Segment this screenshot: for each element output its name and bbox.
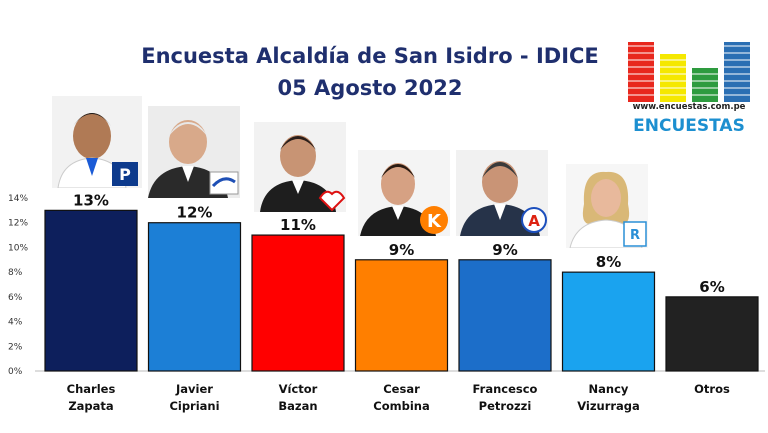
data-label: 6% — [699, 278, 724, 296]
logo-bar — [628, 42, 654, 102]
candidate-photo-bazan — [254, 122, 346, 212]
y-tick-label: 12% — [8, 219, 28, 229]
category-label: Cesar — [383, 382, 420, 396]
bar — [354, 259, 449, 372]
candidate-photo-vizurraga: R — [566, 164, 648, 248]
bar — [251, 234, 345, 372]
candidate-photo-cipriani — [148, 106, 240, 198]
y-tick-label: 6% — [8, 293, 23, 303]
bar — [665, 296, 759, 372]
party-logo-fuerza: K — [427, 211, 442, 232]
bar — [561, 271, 656, 372]
bar — [44, 209, 138, 372]
logo-url: www.encuestas.com.pe — [633, 102, 746, 112]
party-logo-accion: A — [528, 212, 540, 230]
category-label: Combina — [373, 399, 429, 413]
y-tick-label: 2% — [8, 342, 23, 352]
data-label: 11% — [280, 216, 316, 234]
category-label: Zapata — [68, 399, 113, 413]
category-label: Charles — [67, 382, 116, 396]
data-label: 9% — [389, 241, 414, 259]
data-label: 13% — [73, 191, 109, 209]
category-label: Vizurraga — [577, 399, 640, 413]
logo-bar — [724, 42, 750, 102]
category-label: Víctor — [279, 382, 318, 396]
bar — [458, 259, 552, 372]
chart-title-line2: 05 Agosto 2022 — [277, 76, 463, 100]
data-label: 12% — [177, 204, 213, 222]
data-label: 9% — [492, 241, 517, 259]
category-label: Petrozzi — [479, 399, 532, 413]
y-tick-label: 4% — [8, 318, 23, 328]
logo-brand: ENCUESTAS — [633, 116, 745, 136]
encuestas-logo: www.encuestas.com.pe ENCUESTAS — [628, 42, 750, 136]
chart-title-line1: Encuesta Alcaldía de San Isidro - IDICE — [141, 44, 599, 68]
logo-bar — [660, 54, 686, 102]
y-tick-label: 0% — [8, 367, 23, 377]
category-label: Otros — [694, 382, 730, 396]
category-label: Bazan — [278, 399, 317, 413]
category-label: Javier — [175, 382, 213, 396]
logo-bar — [692, 68, 718, 102]
y-tick-label: 10% — [8, 243, 28, 253]
y-tick-label: 8% — [8, 268, 23, 278]
data-label: 8% — [596, 253, 621, 271]
candidate-photo-petrozzi: A — [456, 150, 548, 236]
chart-title: Encuesta Alcaldía de San Isidro - IDICE … — [0, 40, 740, 104]
y-tick-label: 14% — [8, 194, 28, 204]
bar — [147, 222, 242, 372]
party-logo-podemos: P — [119, 165, 131, 184]
party-logo-renovacion: R — [630, 228, 640, 243]
category-label: Francesco — [473, 382, 538, 396]
candidate-photo-zapata: P — [52, 96, 142, 188]
category-label: Cipriani — [169, 399, 219, 413]
category-label: Nancy — [589, 382, 629, 396]
candidate-photo-combina: K — [358, 150, 450, 236]
